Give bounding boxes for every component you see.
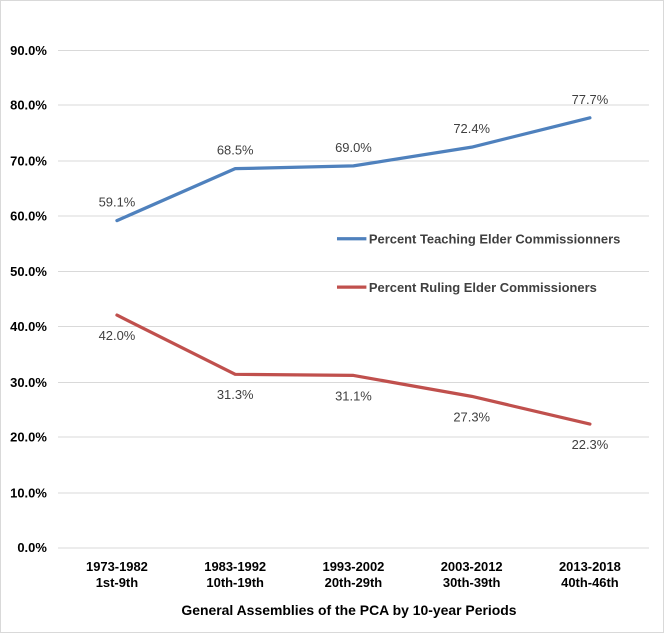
data-labels-group: 59.1% 68.5% 69.0% 72.4% 77.7% 42.0% 31.3% 31.1%… — [99, 92, 609, 452]
data-label: 68.5% — [217, 143, 254, 158]
data-label: 59.1% — [99, 195, 136, 210]
legend-label-teaching-elders: Percent Teaching Elder Commissionners — [369, 231, 620, 246]
y-axis-tick-label: 20.0% — [10, 430, 47, 445]
x-axis-category-label: 2003-2012 30th-39th — [441, 559, 503, 590]
data-label: 72.4% — [453, 121, 490, 136]
x-axis-category-label: 2013-2018 40th-46th — [559, 559, 621, 590]
y-axis-labels-group: 0.0% 10.0% 20.0% 30.0% 40.0% 50.0% 60.0% 70.0% 8… — [10, 43, 47, 555]
data-label: 31.1% — [335, 388, 372, 403]
series-line-teaching-elders — [115, 116, 592, 223]
y-axis-tick-label: 0.0% — [17, 540, 47, 555]
y-axis-tick-label: 40.0% — [10, 319, 47, 334]
x-axis-category-label: 1973-1982 1st-9th — [86, 559, 148, 590]
y-axis-tick-label: 70.0% — [10, 153, 47, 168]
y-axis-tick-label: 60.0% — [10, 208, 47, 223]
data-label: 42.0% — [99, 328, 136, 343]
data-label: 27.3% — [453, 409, 490, 424]
x-axis-category-label: 1983-1992 10th-19th — [204, 559, 266, 590]
data-label: 22.3% — [572, 437, 609, 452]
y-axis-tick-label: 80.0% — [10, 98, 47, 113]
y-axis-tick-label: 10.0% — [10, 485, 47, 500]
data-label: 31.3% — [217, 387, 254, 402]
series-group — [115, 116, 592, 426]
x-axis-title-group: General Assemblies of the PCA by 10-year… — [181, 602, 516, 618]
y-axis-tick-label: 30.0% — [10, 375, 47, 390]
series-line-ruling-elders — [115, 313, 592, 426]
y-axis-tick-label: 50.0% — [10, 264, 47, 279]
x-axis-labels-group: 1973-1982 1st-9th 1983-1992 10th-19th 1993-2… — [86, 559, 621, 590]
legend-label-ruling-elders: Percent Ruling Elder Commissioners — [369, 280, 597, 295]
data-label: 69.0% — [335, 140, 372, 155]
x-axis-title: General Assemblies of the PCA by 10-year… — [181, 602, 516, 618]
data-label: 77.7% — [572, 92, 609, 107]
x-axis-category-label: 1993-2002 20th-29th — [322, 559, 384, 590]
gridlines-group — [57, 49, 650, 549]
y-axis-tick-label: 90.0% — [10, 43, 47, 58]
legend-group: Percent Teaching Elder Commissionners Per… — [336, 231, 620, 295]
